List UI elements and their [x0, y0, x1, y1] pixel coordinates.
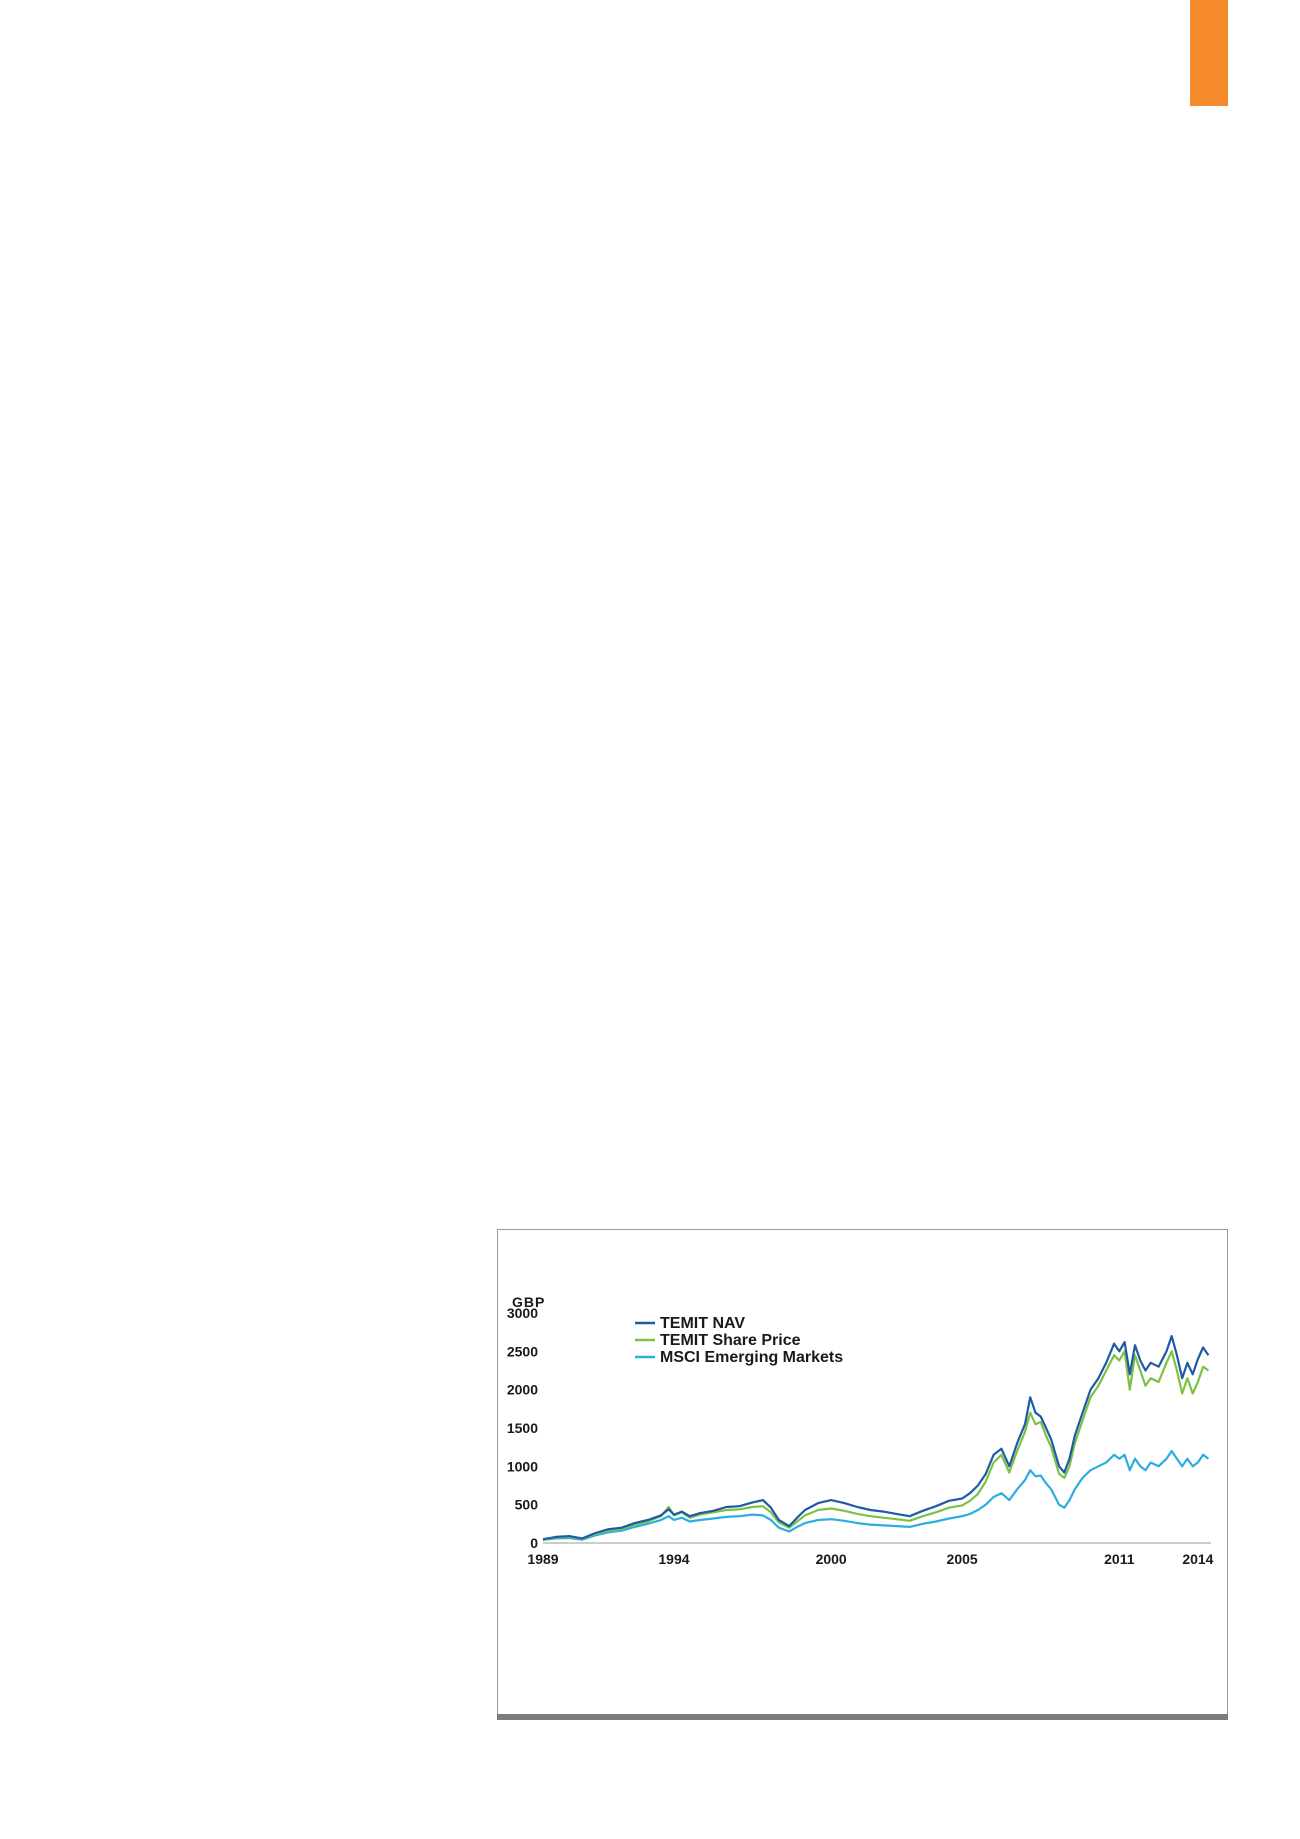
y-tick-label: 3000 — [507, 1305, 538, 1321]
y-tick-label: 2500 — [507, 1343, 538, 1359]
y-tick-label: 0 — [530, 1535, 538, 1551]
y-tick-label: 500 — [515, 1497, 539, 1513]
y-tick-label: 1000 — [507, 1458, 538, 1474]
legend-label: TEMIT Share Price — [660, 1332, 801, 1349]
x-tick-label: 2005 — [947, 1551, 978, 1567]
y-tick-label: 1500 — [507, 1420, 538, 1436]
x-tick-label: 1989 — [527, 1551, 558, 1567]
x-tick-label: 2000 — [816, 1551, 847, 1567]
chart-panel: GBP 0 500 1000 1500 2000 2500 3000 1989 1994 200… — [497, 1229, 1228, 1719]
y-tick-label: 2000 — [507, 1382, 538, 1398]
y-axis-unit-label: GBP — [512, 1294, 545, 1310]
x-tick-label: 2011 — [1104, 1551, 1135, 1567]
chart-bottom-rule — [497, 1714, 1228, 1720]
legend-label: TEMIT NAV — [660, 1315, 745, 1332]
performance-chart: GBP 0 500 1000 1500 2000 2500 3000 1989 1994 200… — [507, 1294, 1214, 1567]
series-lines — [542, 1334, 1210, 1541]
x-tick-labels: 1989 1994 2000 2005 2011 2014 — [527, 1551, 1213, 1567]
series-line-temit-nav — [542, 1334, 1210, 1541]
y-tick-labels: 0 500 1000 1500 2000 2500 3000 — [507, 1305, 538, 1551]
legend-label: MSCI Emerging Markets — [660, 1349, 843, 1366]
x-tick-label: 2014 — [1182, 1551, 1213, 1567]
series-line-msci-emerging-markets — [542, 1449, 1210, 1541]
orange-section-tab — [1190, 0, 1228, 106]
x-tick-label: 1994 — [658, 1551, 689, 1567]
